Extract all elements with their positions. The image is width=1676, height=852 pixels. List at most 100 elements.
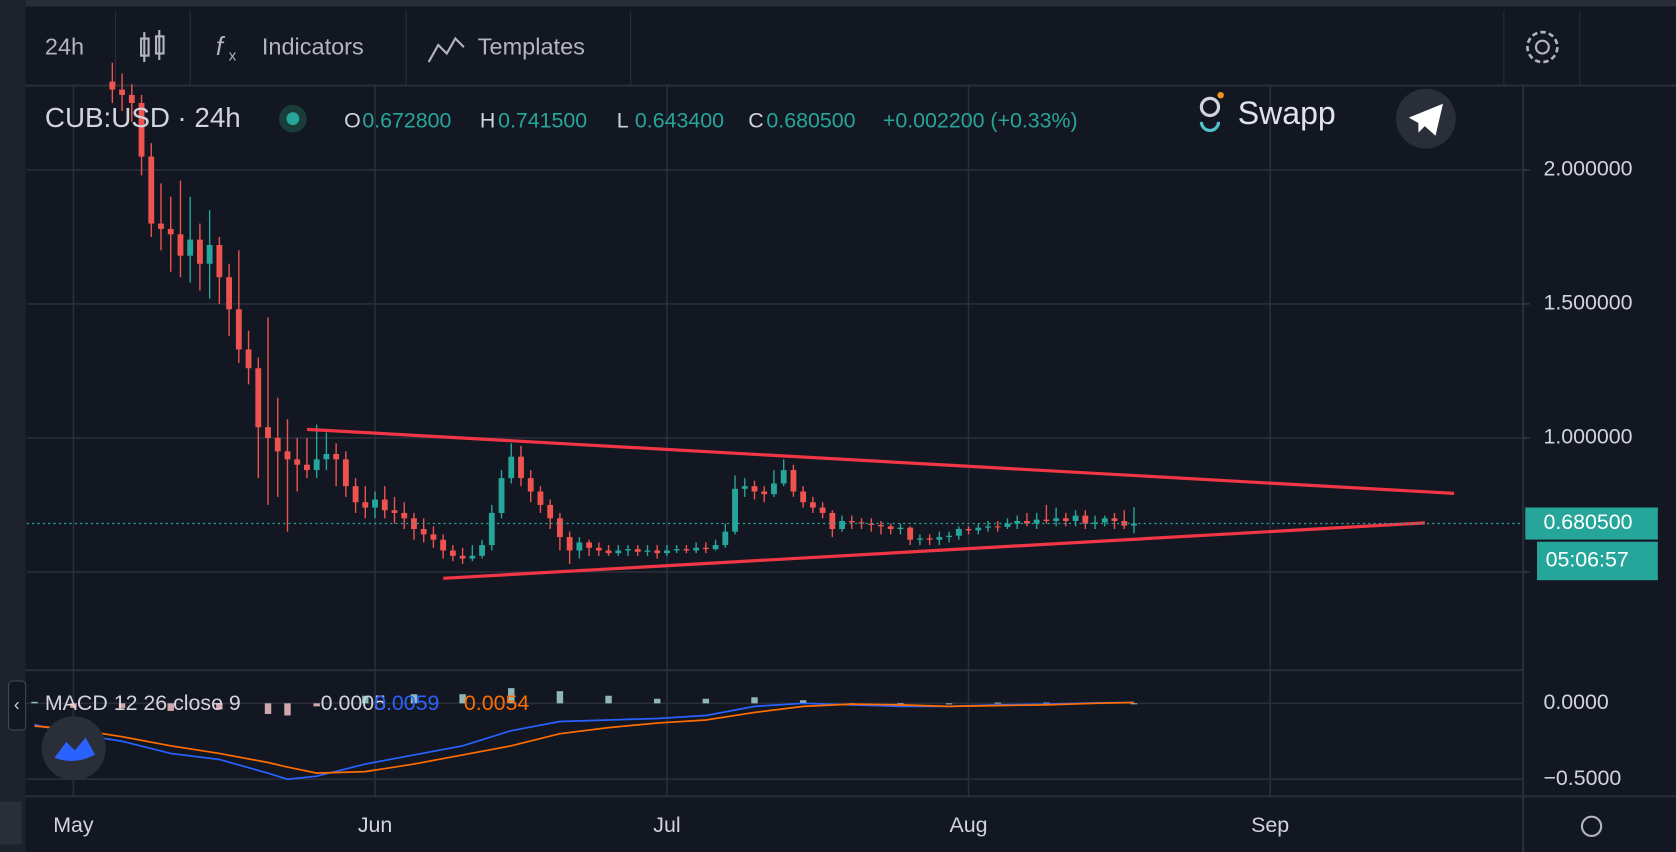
- candle-body: [809, 502, 816, 508]
- candle-body: [1004, 523, 1011, 527]
- candle-body: [216, 244, 223, 278]
- macd-histogram-bar: [945, 703, 953, 705]
- macd-histogram-bar: [799, 700, 807, 704]
- logo-text: Swapp: [1238, 95, 1336, 131]
- candle-body: [605, 550, 612, 554]
- time-tick-label: Jul: [653, 813, 680, 837]
- candle-body: [664, 550, 670, 554]
- candle-body: [342, 459, 349, 487]
- candle-body: [625, 549, 631, 551]
- candles: [109, 62, 1137, 564]
- candle-body: [673, 549, 680, 551]
- candle-body: [955, 529, 962, 536]
- ohlc-value: 0.680500: [766, 109, 855, 133]
- ohlc-key: C: [748, 109, 763, 133]
- candle-body: [430, 534, 437, 540]
- countdown-box: [1537, 541, 1658, 581]
- plot: MayJunJulAugSep0.5000001.0000001.5000002…: [26, 62, 1658, 837]
- status-dot: [286, 112, 300, 126]
- candle-body: [654, 550, 661, 554]
- time-settings-icon[interactable]: [1580, 815, 1603, 837]
- candle-body: [479, 545, 485, 556]
- candle-body: [1072, 515, 1079, 521]
- trendline: [443, 521, 1425, 580]
- telegram-button[interactable]: [1395, 88, 1456, 149]
- symbol-interval: · 24h: [177, 102, 240, 133]
- candle-body: [595, 547, 602, 551]
- candle-body: [411, 518, 417, 530]
- candle-body: [800, 491, 807, 503]
- price-tick-label: 2.000000: [1543, 157, 1632, 181]
- candle-body: [1062, 518, 1069, 521]
- candle-body: [586, 542, 593, 548]
- candle-body: [994, 526, 1001, 528]
- candle-body: [926, 538, 933, 540]
- macd-histogram-bar: [751, 697, 758, 704]
- macd-histogram-bar: [362, 695, 369, 704]
- candle-body: [985, 526, 991, 528]
- candle-body: [362, 502, 369, 508]
- price-tick-label: 1.500000: [1543, 291, 1632, 315]
- candle-body: [294, 459, 301, 465]
- chart-type-icon[interactable]: [140, 29, 165, 63]
- ohlc-key: O: [344, 109, 361, 133]
- countdown-label: 05:06:57: [1546, 548, 1629, 572]
- macd-histogram-bar: [702, 698, 710, 704]
- candle-body: [449, 550, 456, 556]
- macd-histogram-bar: [994, 702, 1001, 704]
- candle-body: [508, 456, 515, 479]
- candle-body: [722, 531, 729, 546]
- candle-body: [556, 518, 563, 538]
- candle-body: [459, 555, 466, 559]
- templates-button[interactable]: Templates: [478, 33, 585, 59]
- candle-body: [255, 368, 262, 428]
- candle-body: [119, 89, 125, 95]
- macd-legend-value: 0.0005: [321, 691, 386, 715]
- trendline: [306, 427, 1455, 495]
- candle-body: [128, 94, 135, 103]
- candle-body: [138, 102, 145, 157]
- macd-histogram-bar: [605, 695, 612, 704]
- candle-body: [907, 527, 914, 540]
- candle-body: [1014, 520, 1021, 524]
- candle-body: [771, 483, 777, 495]
- candle-body: [566, 537, 573, 551]
- indicators-button[interactable]: Indicators: [262, 33, 364, 59]
- candle-body: [498, 478, 505, 513]
- candle-body: [916, 538, 923, 540]
- candle-body: [1082, 515, 1089, 524]
- candle-body: [391, 510, 398, 513]
- candle-body: [265, 427, 271, 438]
- left-collapse[interactable]: ‹: [8, 680, 27, 731]
- candle-body: [148, 156, 155, 224]
- interval-button[interactable]: 24h: [45, 33, 84, 59]
- candle-body: [702, 547, 709, 550]
- last-price-box: [1525, 507, 1658, 540]
- candle-body: [848, 520, 855, 523]
- ohlc-change: +0.002200 (+0.33%): [883, 109, 1078, 133]
- candle-body: [537, 491, 544, 505]
- candle-body: [167, 228, 174, 235]
- candle-body: [761, 491, 768, 495]
- macd-histogram-bar: [410, 694, 418, 704]
- candle-body: [352, 486, 359, 503]
- macd-title: MACD 12 26 close 9: [45, 691, 241, 715]
- settings-icon[interactable]: [1526, 30, 1559, 64]
- macd-histogram-bar: [459, 694, 466, 704]
- macd-histogram-bar: [556, 691, 564, 704]
- ohlc-key: L: [617, 109, 629, 133]
- macd-tick-label: −0.5000: [1543, 766, 1621, 790]
- time-tick-label: Sep: [1251, 813, 1289, 837]
- candle-body: [732, 488, 738, 532]
- candle-body: [187, 239, 194, 256]
- macd-histogram-bar: [654, 698, 661, 704]
- candle-body: [206, 244, 213, 264]
- tv-logo[interactable]: [41, 716, 106, 781]
- ohlc-value: 0.741500: [498, 109, 587, 133]
- macd-legend-value: 0.0059: [374, 691, 439, 715]
- candle-body: [634, 549, 641, 552]
- candle-body: [693, 547, 700, 551]
- candle-body: [819, 507, 826, 513]
- candle-body: [946, 535, 953, 538]
